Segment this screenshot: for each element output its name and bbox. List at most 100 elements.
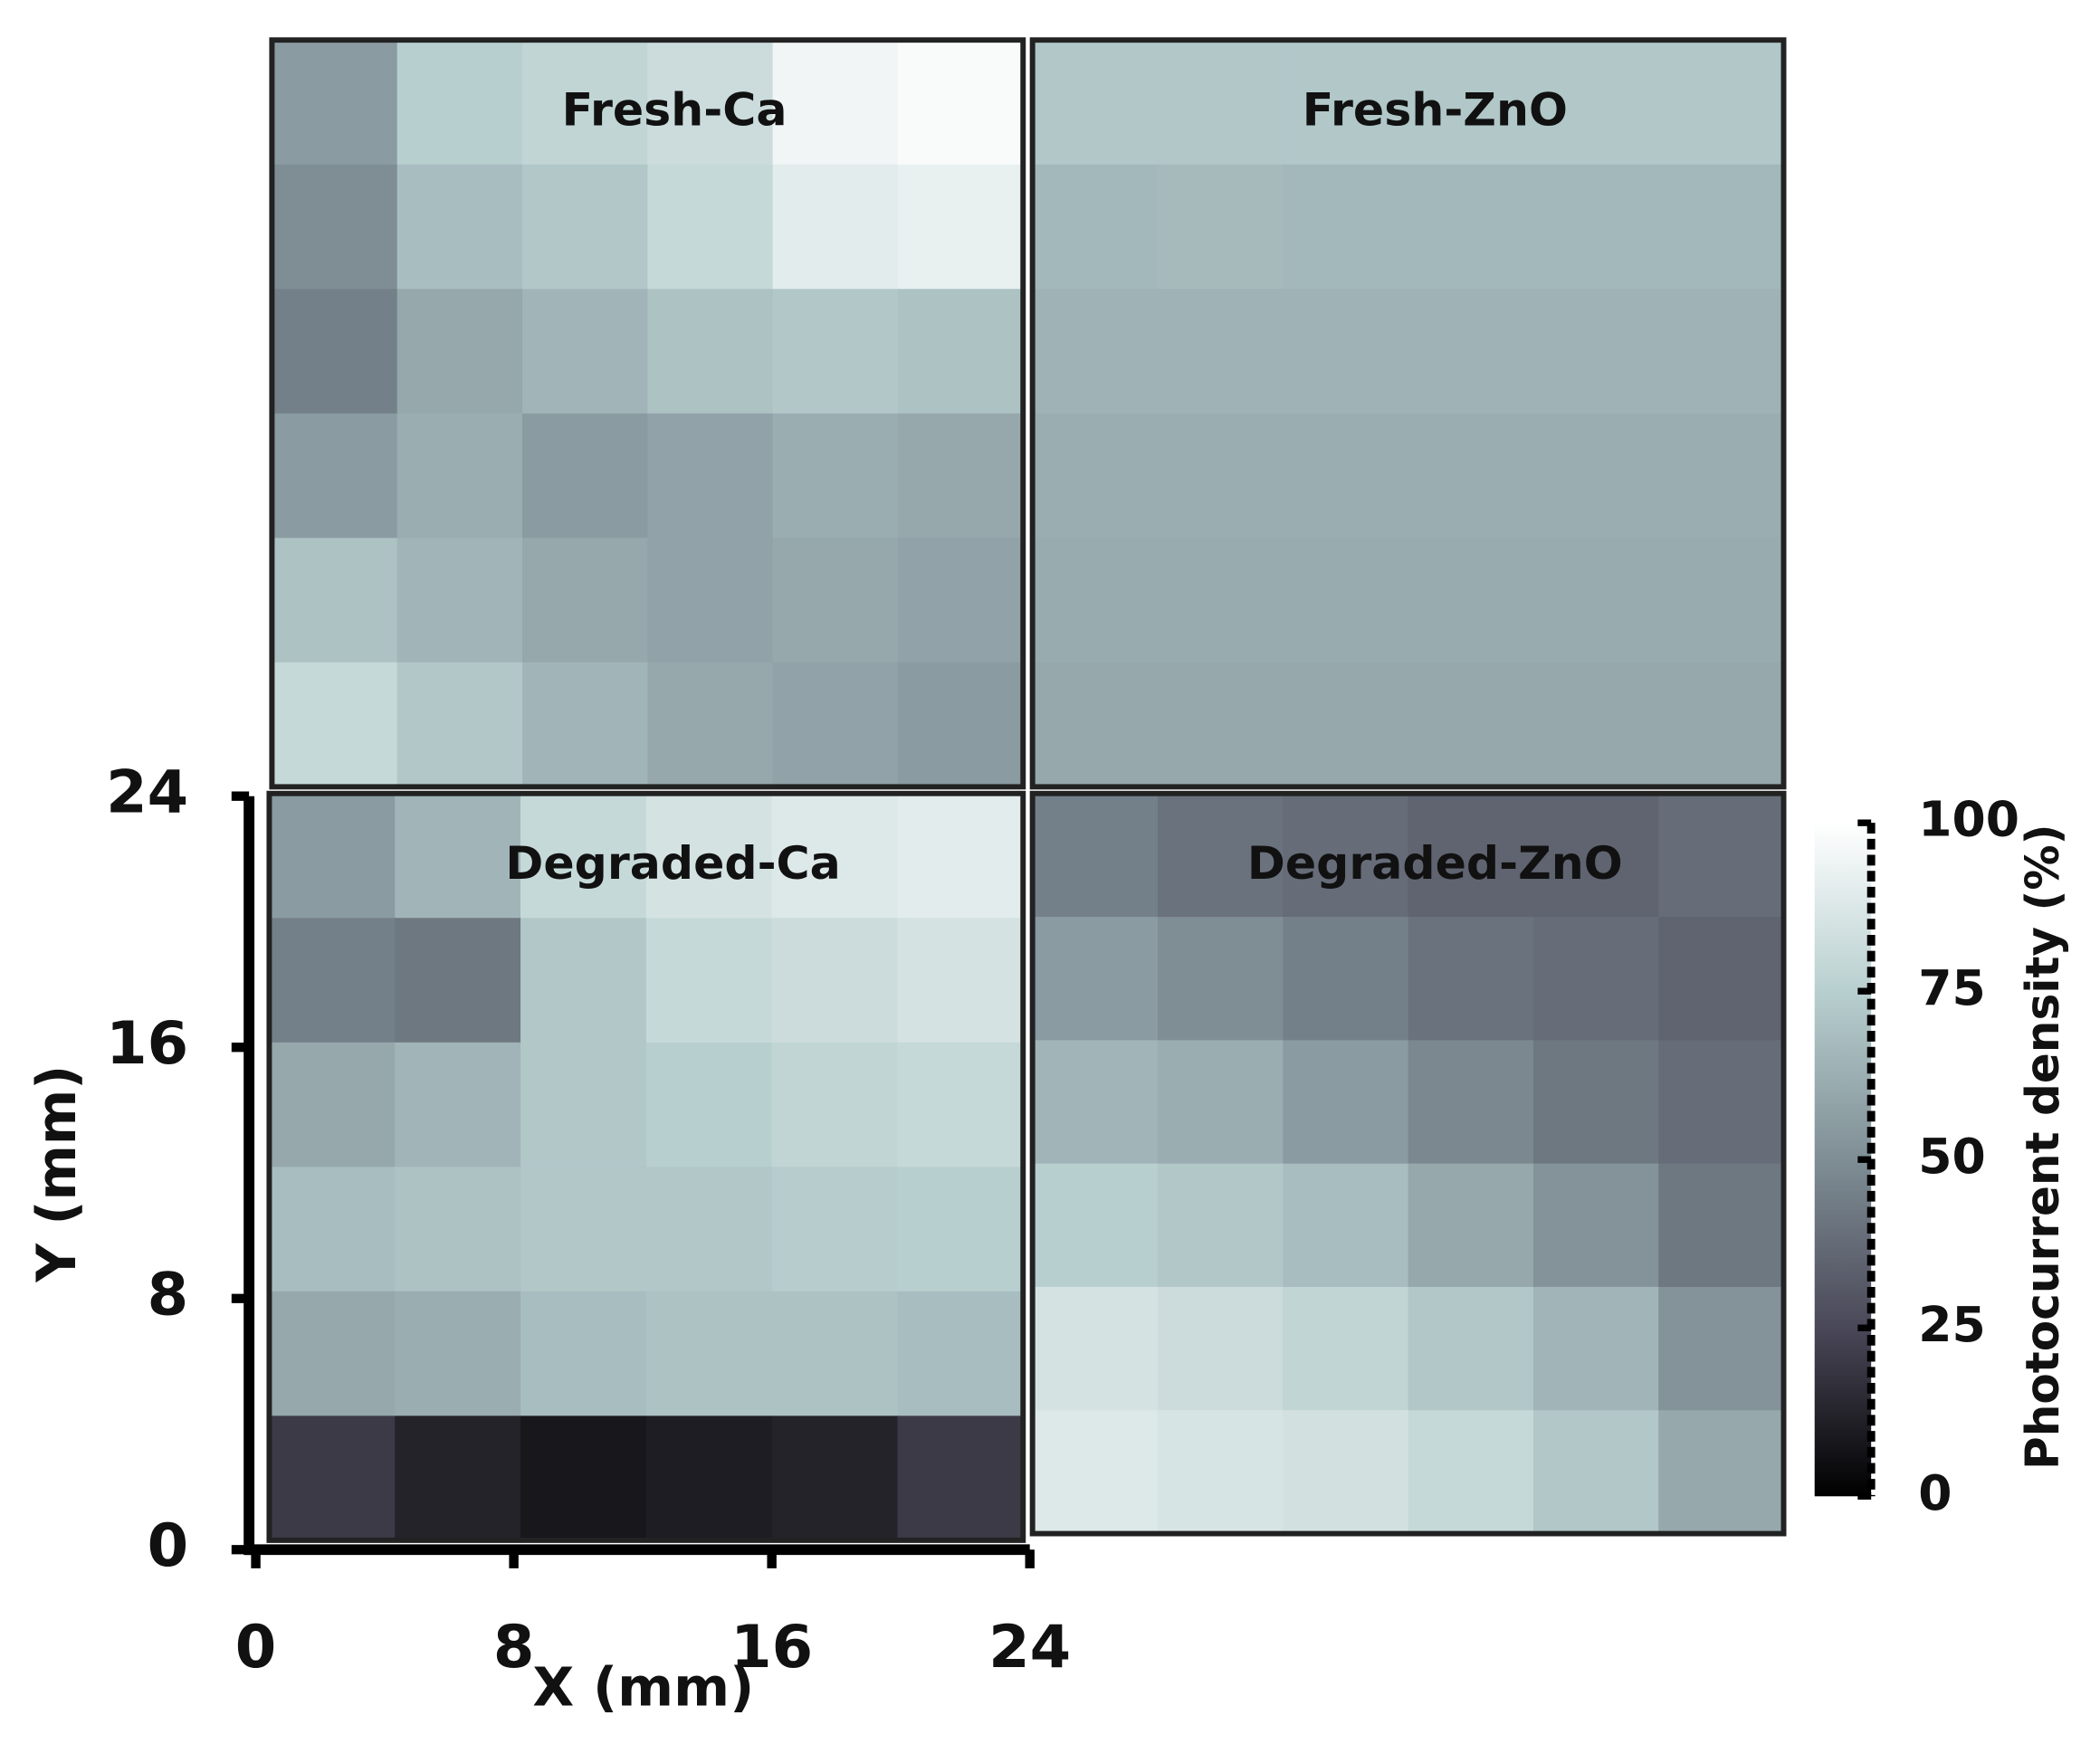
heatmap-cell [772,164,899,291]
heatmap-cell [1157,1163,1284,1288]
heatmap-cell [1532,40,1659,166]
heatmap-cell [1283,538,1409,663]
heatmap-cell [772,413,899,539]
heatmap-cell [771,918,899,1044]
panel-title: Degraded-ZnO [1247,836,1623,890]
heatmap-cell [1157,164,1284,291]
heatmap-cell [1408,538,1534,663]
heatmap-cell [772,662,899,788]
colorbar-tick-label: 75 [1918,960,1985,1016]
heatmap-cell [1658,538,1785,663]
heatmap-cell [395,1415,521,1541]
heatmap-cell [1032,289,1159,415]
heatmap-cell [396,538,523,663]
x-axis-label: X (mm) [532,1656,754,1719]
heatmap-cell [771,1291,899,1417]
heatmap-cell [897,413,1024,539]
heatmap-cell [1157,1410,1284,1535]
heatmap-cell [1157,40,1284,166]
heatmap-cell [1408,1286,1534,1411]
heatmap-cell [1157,1286,1284,1411]
heatmap-cell [522,662,649,788]
y-tick-label: 24 [106,759,188,827]
heatmap-cell [1032,1286,1159,1411]
colorbar-tick-label: 100 [1918,792,2019,848]
heatmap-cell [1658,917,1785,1042]
heatmap-cell [395,918,521,1044]
heatmap-cell [1658,1410,1785,1535]
colorbar-tick-label: 0 [1918,1465,1952,1521]
heatmap-cell [1283,1040,1409,1165]
panel-frame [1029,37,1787,790]
heatmap-cell [1283,413,1409,539]
heatmap-cell [897,1415,1024,1541]
heatmap-cell [1658,662,1785,788]
heatmap-cell [272,289,398,415]
heatmap-cell [1032,917,1159,1042]
colorbar-tick-label: 50 [1918,1129,1985,1185]
heatmap-cell [647,662,774,788]
heatmap-cell [522,164,649,291]
heatmap-cell [522,289,649,415]
panel-frame [1029,790,1787,1537]
heatmap-cell [1658,413,1785,539]
heatmap-cell [1408,164,1534,291]
heatmap-cell [1532,164,1659,291]
heatmap-cell [645,1415,773,1541]
heatmap-cell [1532,413,1659,539]
heatmap-cell [520,1042,647,1168]
heatmap-cell [645,918,773,1044]
heatmap-cell [1283,1286,1409,1411]
heatmap-cell [1532,1286,1659,1411]
x-tick-label: 8 [493,1614,535,1682]
heatmap-cell [1658,289,1785,415]
heatmap-cell [1658,1040,1785,1165]
heatmap-cell [1157,289,1284,415]
heatmap-cell [272,413,398,539]
heatmap-cell [645,793,773,920]
heatmap-cell [1283,289,1409,415]
heatmap-cell [1283,662,1409,788]
heatmap-cell [1532,662,1659,788]
heatmap-cell [520,1415,647,1541]
heatmap-cell [1532,1163,1659,1288]
x-tick-label: 24 [988,1614,1071,1682]
x-tick-label: 0 [235,1614,277,1682]
heatmap-cell [1408,289,1534,415]
heatmap-cell [1408,40,1534,166]
heatmap-cell [1658,1163,1785,1288]
heatmap-cell [1532,289,1659,415]
heatmap-cell [772,538,899,663]
heatmap-cell [1157,917,1284,1042]
heatmap-cell [395,1042,521,1168]
heatmap-cell [269,1291,396,1417]
heatmap-cell [1532,1410,1659,1535]
heatmap-cell [1032,413,1159,539]
colorbar-label: Photocurrent density (%) [2016,824,2069,1469]
x-tick-label: 16 [730,1614,813,1682]
heatmap-cell [897,1291,1024,1417]
heatmap-cell [647,538,774,663]
heatmap-cell [1408,1040,1534,1165]
heatmap-cell [520,918,647,1044]
heatmap-cell [645,1167,773,1292]
heatmap-cell [1032,1410,1159,1535]
heatmap-cell [645,1291,773,1417]
heatmap-cell [1157,538,1284,663]
heatmap-cell [1658,164,1785,291]
heatmap-cell [1408,1410,1534,1535]
heatmap-cell [1157,793,1284,918]
heatmap-cell [1408,1163,1534,1288]
heatmap-cell [771,1167,899,1292]
heatmap-cell [1532,793,1659,918]
panel-frame [266,790,1026,1543]
heatmap-cell [1408,413,1534,539]
heatmap-cell [1157,662,1284,788]
heatmap-cell [772,40,899,166]
heatmap-cell [1532,538,1659,663]
heatmap-cell [1283,1163,1409,1288]
heatmap-cell [897,793,1024,920]
heatmap-cell [772,289,899,415]
y-tick-label: 16 [106,1010,188,1078]
heatmap-cell [396,662,523,788]
